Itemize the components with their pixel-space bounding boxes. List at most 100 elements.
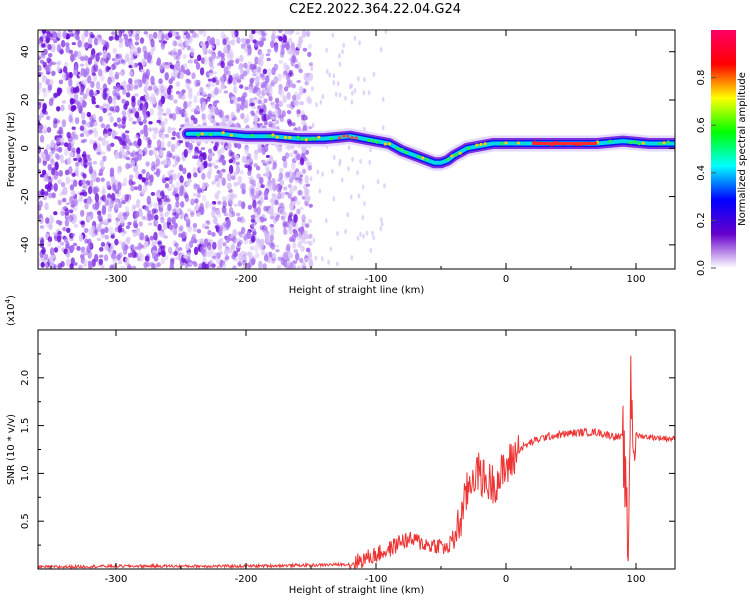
noise-speckle (305, 183, 311, 187)
x-axis-label: Height of straight line (km) (289, 585, 425, 596)
noise-speckle (241, 219, 247, 223)
noise-speckle (126, 83, 131, 92)
noise-speckle (70, 244, 75, 252)
noise-speckle (220, 147, 225, 154)
noise-speckle (255, 30, 260, 34)
noise-speckle (72, 105, 77, 111)
noise-speckle (48, 177, 53, 184)
noise-speckle (128, 71, 133, 77)
noise-speckle (154, 154, 160, 160)
noise-speckle (219, 75, 224, 84)
noise-speckle (38, 157, 42, 164)
noise-speckle (252, 231, 257, 236)
noise-speckle (162, 86, 168, 91)
noise-speckle (308, 62, 314, 67)
noise-speckle (135, 202, 141, 209)
noise-speckle (236, 79, 242, 83)
noise-speckle (48, 53, 53, 58)
noise-speckle (39, 173, 45, 178)
noise-speckle (265, 170, 270, 178)
noise-speckle (100, 123, 106, 129)
noise-speckle (251, 30, 256, 35)
noise-speckle (230, 39, 236, 46)
noise-speckle (44, 191, 49, 196)
noise-speckle (73, 197, 78, 207)
noise-speckle (82, 191, 88, 197)
noise-speckle (44, 202, 49, 211)
noise-speckle (291, 54, 296, 63)
noise-speckle (191, 233, 197, 240)
noise-speckle (300, 245, 305, 252)
noise-speckle (164, 183, 170, 189)
noise-speckle (60, 136, 65, 143)
noise-speckle (175, 181, 181, 190)
noise-speckle (214, 107, 220, 116)
noise-speckle (86, 197, 92, 206)
noise-speckle (283, 251, 288, 259)
noise-speckle (338, 61, 342, 67)
noise-speckle (84, 55, 89, 61)
noise-speckle (123, 177, 128, 186)
noise-speckle (150, 75, 155, 85)
noise-speckle (251, 179, 257, 187)
noise-speckle (101, 151, 106, 155)
noise-speckle (279, 88, 284, 98)
noise-speckle (211, 255, 217, 259)
noise-speckle (172, 173, 177, 181)
signal-hotspot (275, 135, 279, 139)
noise-speckle (80, 221, 85, 225)
noise-speckle (290, 197, 295, 202)
noise-speckle (268, 88, 273, 98)
noise-speckle (307, 218, 313, 224)
noise-speckle (167, 126, 172, 134)
noise-speckle (236, 143, 242, 149)
noise-speckle (74, 117, 80, 125)
noise-speckle (135, 227, 141, 233)
noise-speckle (131, 204, 137, 209)
noise-speckle (237, 175, 242, 184)
noise-speckle (299, 157, 305, 166)
noise-speckle (286, 110, 292, 115)
noise-speckle (60, 158, 65, 164)
noise-speckle (128, 142, 133, 146)
noise-speckle (73, 92, 79, 101)
noise-speckle (293, 214, 298, 224)
noise-speckle (88, 263, 93, 269)
noise-speckle (232, 194, 238, 199)
noise-speckle (126, 30, 132, 35)
noise-speckle (152, 132, 157, 140)
noise-speckle (257, 143, 262, 149)
noise-speckle (350, 255, 354, 260)
noise-speckle (46, 57, 51, 64)
noise-speckle (289, 101, 295, 110)
noise-speckle (201, 172, 206, 180)
noise-speckle (117, 53, 123, 59)
noise-speckle (105, 124, 111, 128)
noise-speckle (42, 129, 48, 134)
noise-speckle (52, 231, 57, 236)
noise-speckle (286, 243, 291, 252)
noise-speckle (100, 38, 105, 44)
noise-speckle (277, 73, 282, 82)
noise-speckle (60, 182, 66, 188)
noise-speckle (288, 220, 293, 228)
noise-speckle (197, 150, 203, 154)
noise-speckle (111, 192, 116, 201)
noise-speckle (87, 75, 92, 84)
noise-speckle (363, 201, 366, 206)
noise-speckle (271, 30, 277, 35)
noise-speckle (243, 117, 248, 124)
noise-speckle (193, 238, 198, 244)
noise-speckle (87, 161, 93, 167)
noise-speckle (74, 166, 80, 175)
noise-speckle (150, 191, 156, 196)
noise-speckle (251, 106, 256, 110)
noise-speckle (350, 99, 354, 105)
noise-speckle (137, 153, 142, 161)
noise-speckle (126, 138, 131, 144)
noise-speckle (321, 171, 324, 177)
noise-speckle (86, 154, 91, 159)
noise-speckle (53, 247, 59, 253)
noise-speckle (58, 170, 63, 177)
noise-speckle (245, 158, 250, 166)
